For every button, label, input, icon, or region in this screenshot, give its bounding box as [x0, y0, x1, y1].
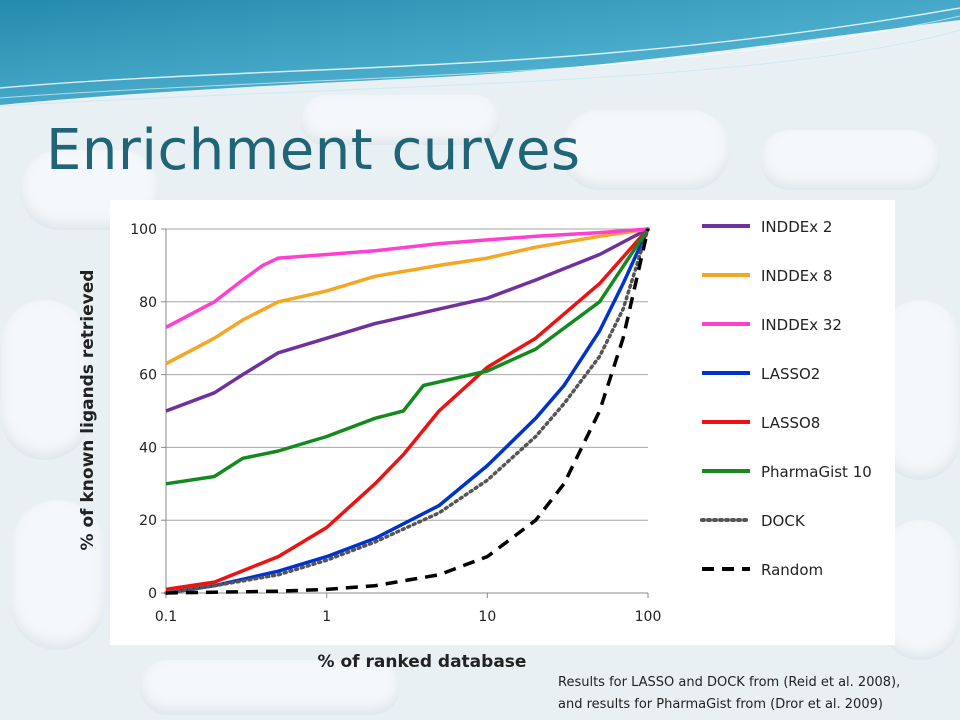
x-axis-title: % of ranked database [317, 652, 527, 672]
y-tick-label: 100 [130, 222, 157, 238]
y-tick-label: 40 [139, 440, 157, 456]
legend-label-inddex-32: INDDEx 32 [761, 316, 842, 334]
x-tick-label: 100 [635, 609, 662, 625]
series-line-lasso2 [165, 228, 650, 595]
y-tick-label: 60 [139, 368, 157, 384]
y-tick-labels: 0 20 40 60 80 100 [130, 222, 157, 602]
x-tick-label: 1 [322, 609, 331, 625]
y-tick-label: 80 [139, 295, 157, 311]
legend-label-random: Random [761, 561, 823, 579]
y-tick-label: 20 [139, 513, 157, 529]
legend-label-dock: DOCK [761, 512, 806, 530]
slide-title: Enrichment curves [46, 118, 581, 183]
series-lines [164, 227, 650, 595]
series-line-inddex-2 [165, 227, 649, 413]
legend-label-inddex-8: INDDEx 8 [761, 267, 832, 285]
series-line-lasso8 [165, 227, 650, 592]
x-tick-label: 0.1 [155, 609, 177, 625]
series-line-random [165, 228, 650, 595]
footnote: Results for LASSO and DOCK from (Reid et… [558, 672, 958, 716]
series-line-pharmagist-10 [165, 228, 650, 486]
legend-label-lasso2: LASSO2 [761, 365, 820, 383]
legend-label-pharmagist-10: PharmaGist 10 [761, 463, 872, 481]
legend-label-lasso8: LASSO8 [761, 414, 820, 432]
legend-label-inddex-2: INDDEx 2 [761, 218, 832, 236]
legend: INDDEx 2 INDDEx 8 INDDEx 32 LASSO2 LASSO8 Pha… [700, 218, 872, 579]
header-wave [0, 0, 960, 107]
axes [161, 228, 649, 598]
footnote-line-1: Results for LASSO and DOCK from (Reid et… [558, 675, 901, 690]
y-axis-title: % of known ligands retrieved [78, 269, 98, 551]
series-line-inddex-32 [165, 227, 649, 329]
footnote-line-2: and results for PharmaGist from (Dror et… [558, 697, 883, 712]
x-tick-label: 10 [478, 609, 496, 625]
series-line-inddex-8 [165, 227, 649, 366]
series-line-dock [164, 227, 650, 595]
y-tick-label: 0 [148, 586, 157, 602]
x-tick-labels: 0.1 1 10 100 [155, 609, 662, 625]
